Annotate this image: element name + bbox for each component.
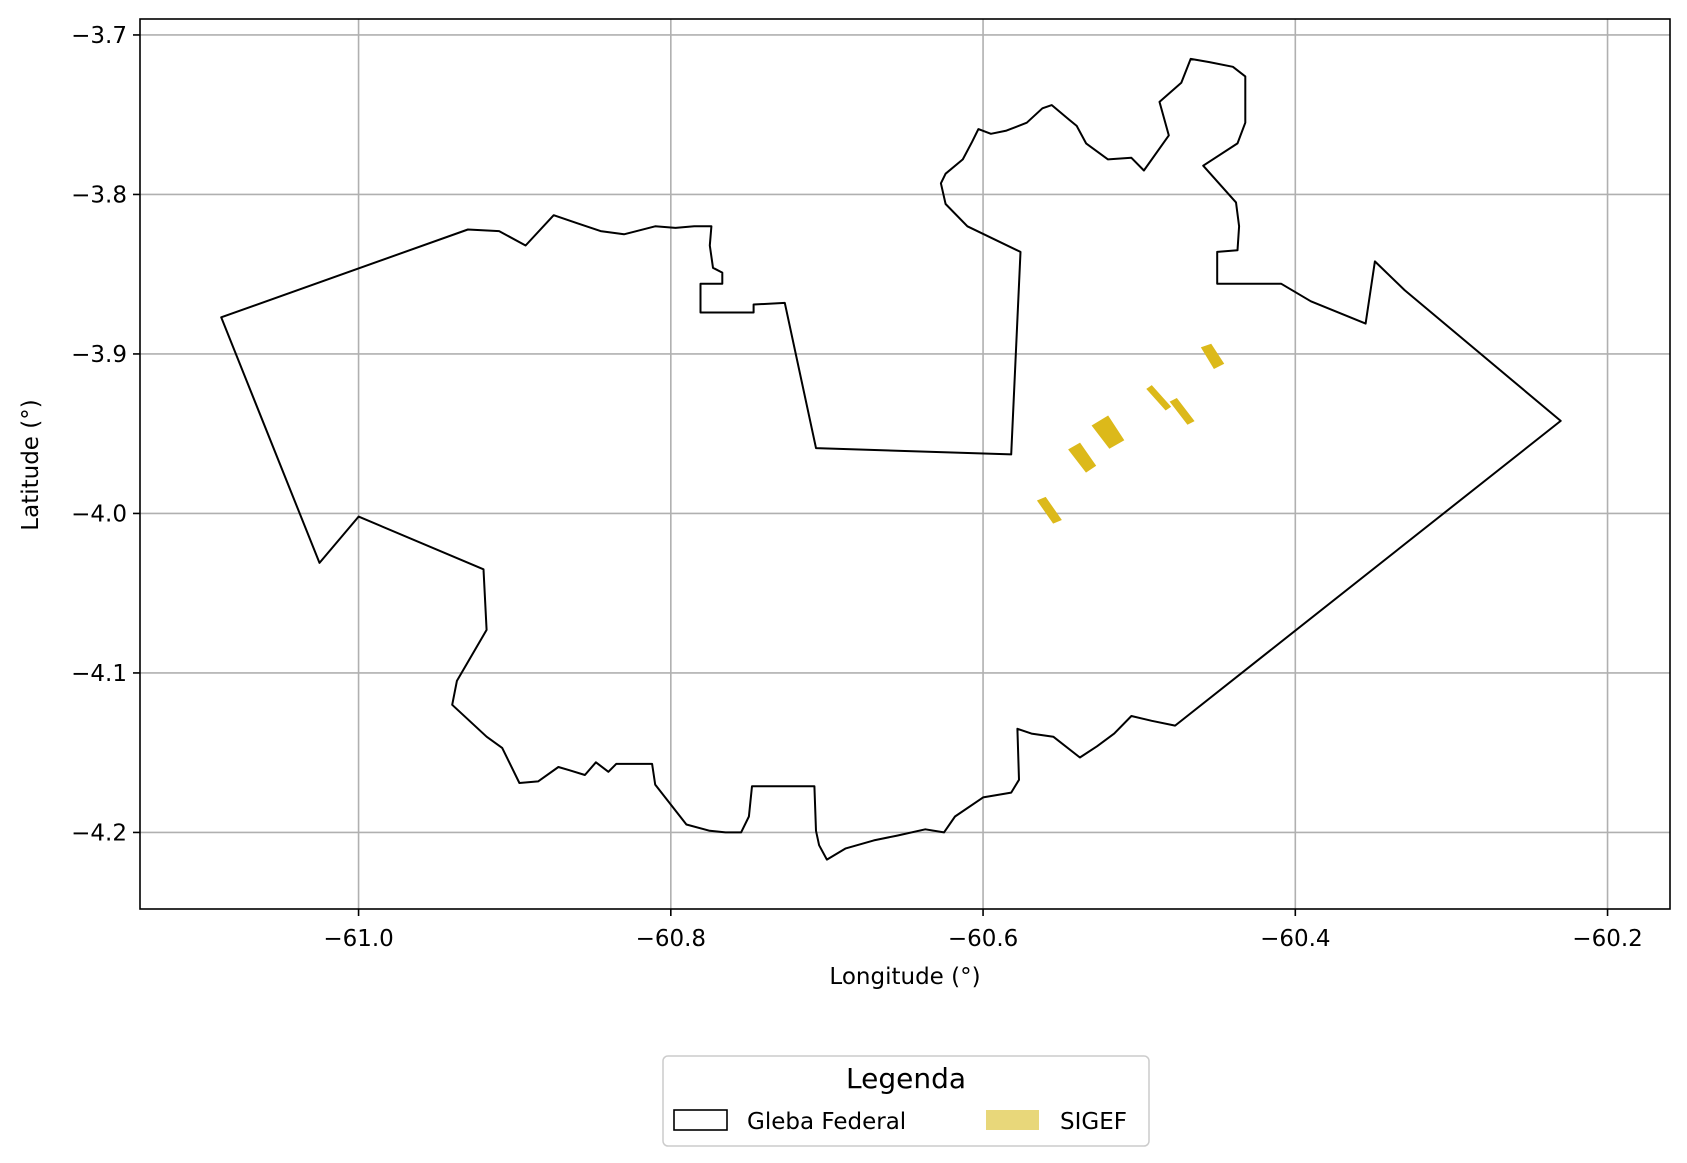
y-tick-label: −4.1	[71, 661, 127, 687]
axes-frame	[139, 18, 1671, 910]
x-tick-label: −60.4	[1260, 926, 1330, 952]
map-layers	[220, 57, 1562, 861]
sigef-parcel	[1036, 496, 1062, 524]
x-axis-label: Longitude (°)	[829, 964, 980, 990]
y-axis-label: Latitude (°)	[18, 399, 44, 530]
gleba-federal-boundary	[220, 57, 1562, 861]
y-tick-label: −3.7	[71, 23, 127, 49]
y-tick-label: −4.2	[71, 820, 127, 846]
sigef-parcel	[1200, 343, 1225, 369]
y-tick-label: −3.8	[71, 182, 127, 208]
grid-lines	[140, 19, 1670, 909]
x-tick-label: −60.6	[948, 926, 1018, 952]
legend-label-sigef: SIGEF	[1060, 1109, 1127, 1135]
legend-label-gleba-federal: Gleba Federal	[747, 1109, 906, 1135]
x-tick-label: −60.2	[1572, 926, 1642, 952]
sigef-parcel	[1068, 442, 1097, 473]
legend-swatch-sigef	[986, 1110, 1039, 1130]
legend-swatch-gleba-federal	[673, 1109, 728, 1131]
sigef-parcel	[1169, 397, 1195, 425]
legend: Legenda Gleba Federal SIGEF	[662, 1055, 1150, 1147]
sigef-parcel	[1146, 385, 1172, 411]
y-tick-label: −4.0	[71, 501, 127, 527]
sigef-parcel	[1091, 415, 1125, 449]
axis-ticks: −61.0 −60.8 −60.6 −60.4 −60.2 −3.7 −3.8 −3.9 −4.…	[71, 23, 1643, 952]
y-tick-label: −3.9	[71, 342, 127, 368]
x-tick-label: −60.8	[636, 926, 706, 952]
legend-title: Legenda	[846, 1062, 966, 1095]
x-tick-label: −61.0	[323, 926, 393, 952]
